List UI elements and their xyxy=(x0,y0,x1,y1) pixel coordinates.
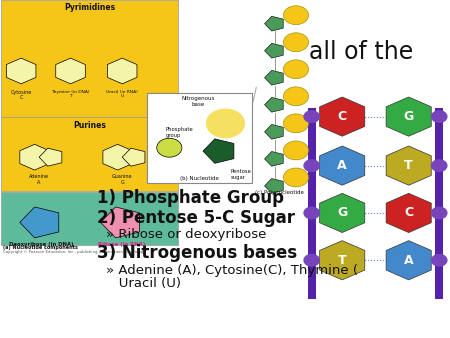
Text: T: T xyxy=(338,254,346,267)
Text: A: A xyxy=(404,254,414,267)
Text: Deoxyribose (in DNA): Deoxyribose (in DNA) xyxy=(9,242,74,247)
Text: Ribose (in RNA): Ribose (in RNA) xyxy=(99,242,146,247)
Text: Pentose
sugar: Pentose sugar xyxy=(231,169,252,180)
Text: C: C xyxy=(338,110,347,123)
Circle shape xyxy=(284,114,309,133)
Text: Thymine (in DNA)
T: Thymine (in DNA) T xyxy=(51,90,90,98)
Circle shape xyxy=(157,138,182,157)
Circle shape xyxy=(207,109,244,138)
Text: Purines: Purines xyxy=(73,121,106,130)
Circle shape xyxy=(284,60,309,79)
Circle shape xyxy=(284,6,309,25)
Text: T: T xyxy=(405,159,413,172)
Text: Uracil (U): Uracil (U) xyxy=(107,277,181,290)
Circle shape xyxy=(304,160,320,171)
Text: G: G xyxy=(404,110,414,123)
Circle shape xyxy=(432,255,447,266)
Text: 3) Nitrogenous bases: 3) Nitrogenous bases xyxy=(98,244,297,262)
Text: Nitrogenous
base: Nitrogenous base xyxy=(182,96,215,107)
Circle shape xyxy=(304,207,320,219)
Text: (a) Nucleotide components: (a) Nucleotide components xyxy=(3,245,78,250)
Text: Cytosine
C: Cytosine C xyxy=(10,90,32,100)
Text: G: G xyxy=(337,207,347,219)
Circle shape xyxy=(284,87,309,106)
Circle shape xyxy=(284,168,309,187)
Bar xyxy=(1,117,178,191)
Text: Guanine
G: Guanine G xyxy=(112,174,132,185)
Text: (c) Polynucleotide: (c) Polynucleotide xyxy=(255,190,304,195)
Bar xyxy=(147,93,252,183)
Bar xyxy=(435,108,443,299)
Text: Adenine
A: Adenine A xyxy=(29,174,49,185)
Circle shape xyxy=(432,111,447,122)
Text: » Ribose or deoxyribose: » Ribose or deoxyribose xyxy=(107,228,267,241)
Circle shape xyxy=(284,33,309,52)
Text: 1) Phosphate Group: 1) Phosphate Group xyxy=(98,189,284,207)
Text: Phosphate
group: Phosphate group xyxy=(165,127,193,138)
Text: » Adenine (A), Cytosine(C), Thymine (: » Adenine (A), Cytosine(C), Thymine ( xyxy=(107,264,359,277)
Text: (b) Nucleotide: (b) Nucleotide xyxy=(180,176,219,181)
Bar xyxy=(1,192,178,245)
Text: Pyrimidines: Pyrimidines xyxy=(64,3,115,13)
Text: Copyright © Pearson Education, Inc., publishing as Benjamin Cummings.: Copyright © Pearson Education, Inc., pub… xyxy=(3,250,147,254)
Bar xyxy=(308,108,316,299)
Bar xyxy=(1,0,178,117)
Circle shape xyxy=(304,111,320,122)
Text: C: C xyxy=(404,207,413,219)
Circle shape xyxy=(284,141,309,160)
Text: Uracil (in RNA)
U: Uracil (in RNA) U xyxy=(106,90,138,98)
Text: 2) Pentose 5-C Sugar: 2) Pentose 5-C Sugar xyxy=(98,209,296,227)
Text: all of the: all of the xyxy=(309,40,413,65)
Circle shape xyxy=(432,207,447,219)
Circle shape xyxy=(304,255,320,266)
Circle shape xyxy=(432,160,447,171)
Text: A: A xyxy=(338,159,347,172)
